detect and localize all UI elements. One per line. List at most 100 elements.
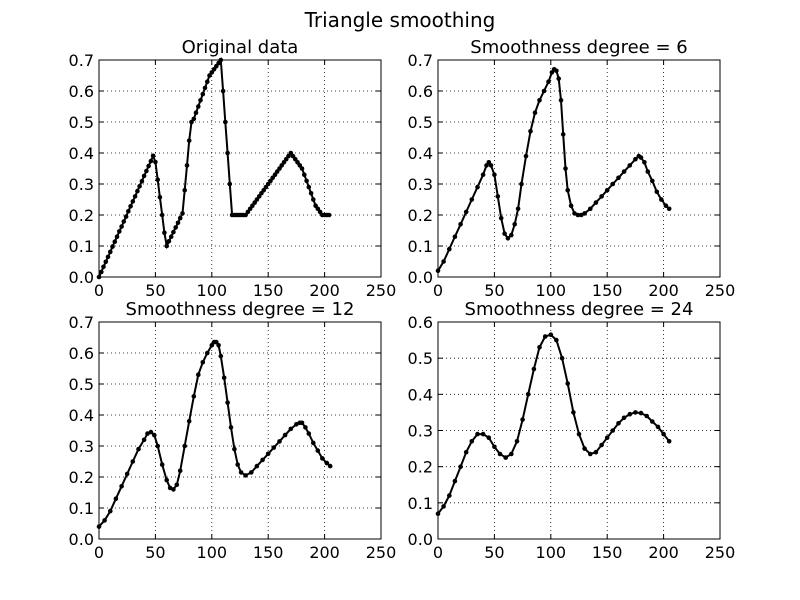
panel-4-xtick-label: 150: [592, 543, 623, 562]
panel-3-data-point: [260, 457, 265, 463]
panel-4-data-point: [650, 419, 655, 424]
panel-3-data-point: [221, 375, 227, 381]
panel-1-title: Original data: [182, 37, 299, 58]
panel-4-data-point: [514, 439, 520, 444]
panel-1-data-point: [146, 163, 151, 169]
panel-4-data-point: [655, 424, 661, 430]
panel-4-ytick-label: 0.0: [408, 530, 433, 549]
panel-4-data-point: [588, 451, 593, 457]
panel-2-data-point: [616, 175, 621, 181]
panel-4-xtick-label: 100: [536, 543, 567, 562]
panel-3-data-point: [191, 394, 197, 399]
panel-2-data-point: [480, 172, 486, 177]
panel-2-data-point: [633, 156, 638, 162]
panel-1-data-point: [311, 197, 316, 202]
panel-3-data-point: [186, 418, 192, 424]
panel-2-data-point: [604, 187, 610, 193]
panel-2-data-point: [441, 259, 446, 264]
panel-1-ytick-label: 0.1: [69, 237, 94, 256]
panel-3-xtick-label: 200: [309, 543, 340, 562]
panel-2-data-point: [642, 160, 647, 165]
panel-2-data-point: [560, 132, 566, 137]
panel-1-data-point: [130, 199, 136, 204]
panel-1-data-point: [114, 234, 120, 239]
panel-1-data-point: [299, 166, 305, 171]
panel-1-data-point: [180, 211, 185, 216]
panel-4-data-point: [604, 435, 610, 441]
panel-1-data-point: [182, 187, 187, 193]
panel-3-data-point: [235, 462, 240, 467]
panel-4-data-point: [486, 435, 492, 441]
panel-3-data-point: [209, 343, 215, 348]
panel-3-data-point: [254, 463, 260, 469]
panel-4-data-point: [571, 410, 576, 415]
panel-4-data-point: [633, 410, 638, 415]
panel-3-ytick-label: 0.2: [69, 468, 94, 487]
panel-2-data-point: [582, 211, 587, 216]
panel-2-plot-area: [437, 59, 721, 278]
panel-1-data-point: [198, 98, 203, 103]
panel-1-data-point: [173, 225, 178, 230]
panel-3-data-point: [324, 460, 330, 466]
panel-1-data-point: [153, 159, 158, 165]
panel-2-data-point: [532, 110, 538, 115]
panel-4-data-point: [458, 464, 463, 470]
panel-1-data-point: [159, 212, 165, 218]
panel-2-xtick-label: 200: [648, 281, 679, 300]
panel-1-markers: [96, 57, 332, 280]
panel-3-data-point: [288, 426, 294, 432]
panel-1-data-point: [202, 85, 208, 91]
panel-3-xtick-label: 50: [145, 543, 165, 562]
panel-1-data-point: [148, 158, 154, 164]
panel-3-markers: [96, 339, 333, 529]
panel-1-data-point: [220, 88, 226, 94]
panel-2-data-point: [495, 194, 501, 199]
panel-2-data-point: [515, 206, 521, 212]
panel-3-data-point: [113, 496, 119, 502]
panel-3-data-point: [303, 425, 308, 430]
panel-2-data-point: [565, 187, 570, 193]
panel-1-data-point: [326, 212, 332, 218]
panel-2-data-point: [638, 155, 644, 160]
panel-3-data-point: [196, 372, 201, 378]
panel-4-data-point: [475, 431, 480, 437]
panel-4-data-point: [497, 451, 503, 457]
panel-2-xtick-label: 150: [592, 281, 623, 300]
panel-2-data-point: [463, 209, 469, 215]
panel-2-xtick-label: 250: [705, 281, 736, 300]
panel-4-markers: [435, 332, 672, 516]
panel-2-data-point: [488, 163, 494, 168]
panel-3-data-point: [171, 487, 176, 492]
panel-2-xtick-label: 50: [484, 281, 504, 300]
panel-3-title: Smoothness degree = 12: [126, 299, 355, 320]
panel-4-ytick-label: 0.4: [408, 385, 433, 404]
panel-1-data-point: [121, 219, 127, 224]
panel-4-ytick-label: 0.3: [408, 422, 433, 441]
panel-2-data-point: [447, 246, 452, 252]
panel-3-data-point: [174, 482, 180, 488]
panel-2-data-point: [666, 206, 672, 212]
panel-1-data-point: [225, 150, 230, 156]
panel-1-data-point: [135, 188, 140, 194]
panel-2-data-point: [452, 234, 458, 239]
panel-1-ytick-label: 0.6: [69, 82, 94, 101]
panel-2-data-point: [659, 197, 664, 202]
panel-3-ytick-label: 0.7: [69, 313, 94, 332]
panel-4-data-point: [593, 449, 599, 455]
panel-4-data-point: [616, 421, 621, 426]
panel-1-data-point: [96, 274, 102, 280]
panel-3-ytick-label: 0.6: [69, 344, 94, 363]
panel-1-data-point: [218, 57, 224, 63]
panel-2-ytick-label: 0.1: [408, 237, 433, 256]
panel-1: Original data 0 50 100 150 200 250 0.0 0.1 0.2 0.3…: [69, 37, 397, 300]
panel-2-markers: [435, 67, 672, 274]
panel-1-data-point: [141, 173, 147, 179]
panel-4-xtick-label: 50: [484, 543, 504, 562]
panel-1-data-point: [119, 224, 124, 229]
panel-2-data-point: [554, 68, 559, 74]
panel-1-data-point: [191, 116, 197, 122]
panel-2-data-point: [558, 98, 564, 103]
panel-3-xtick-label: 100: [197, 543, 228, 562]
panel-2-data-point: [610, 181, 616, 187]
panel-1-xtick-label: 100: [197, 281, 228, 300]
